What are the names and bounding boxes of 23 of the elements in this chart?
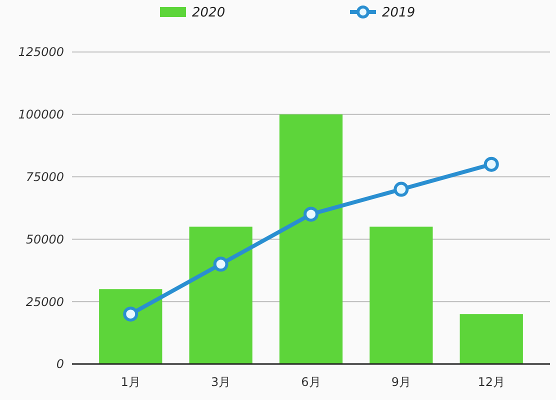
bar [460, 314, 523, 364]
y-tick-label: 0 [56, 357, 64, 372]
point [484, 156, 499, 172]
x-tick-label: 6月 [301, 375, 321, 389]
point [304, 206, 318, 222]
bar [189, 226, 252, 364]
x-tick-label: 1月 [120, 375, 140, 389]
x-tick-label: 3月 [210, 375, 231, 389]
x-tick-label: 12月 [478, 375, 506, 389]
bar [279, 114, 343, 364]
y-tick-label: 75000 [26, 170, 64, 184]
point [123, 306, 138, 322]
y-tick-label: 100000 [18, 108, 64, 122]
point [394, 182, 409, 197]
y-tick-label: 125000 [18, 45, 64, 60]
legend-label: 2020 [192, 6, 226, 21]
legend-label: 2019 [382, 6, 416, 21]
y-tick-label: 25000 [26, 294, 64, 309]
y-tick-label: 50000 [26, 232, 64, 246]
x-tick-label: 9月 [391, 375, 412, 389]
bar [370, 226, 433, 364]
bar [99, 289, 162, 364]
point [213, 256, 228, 272]
